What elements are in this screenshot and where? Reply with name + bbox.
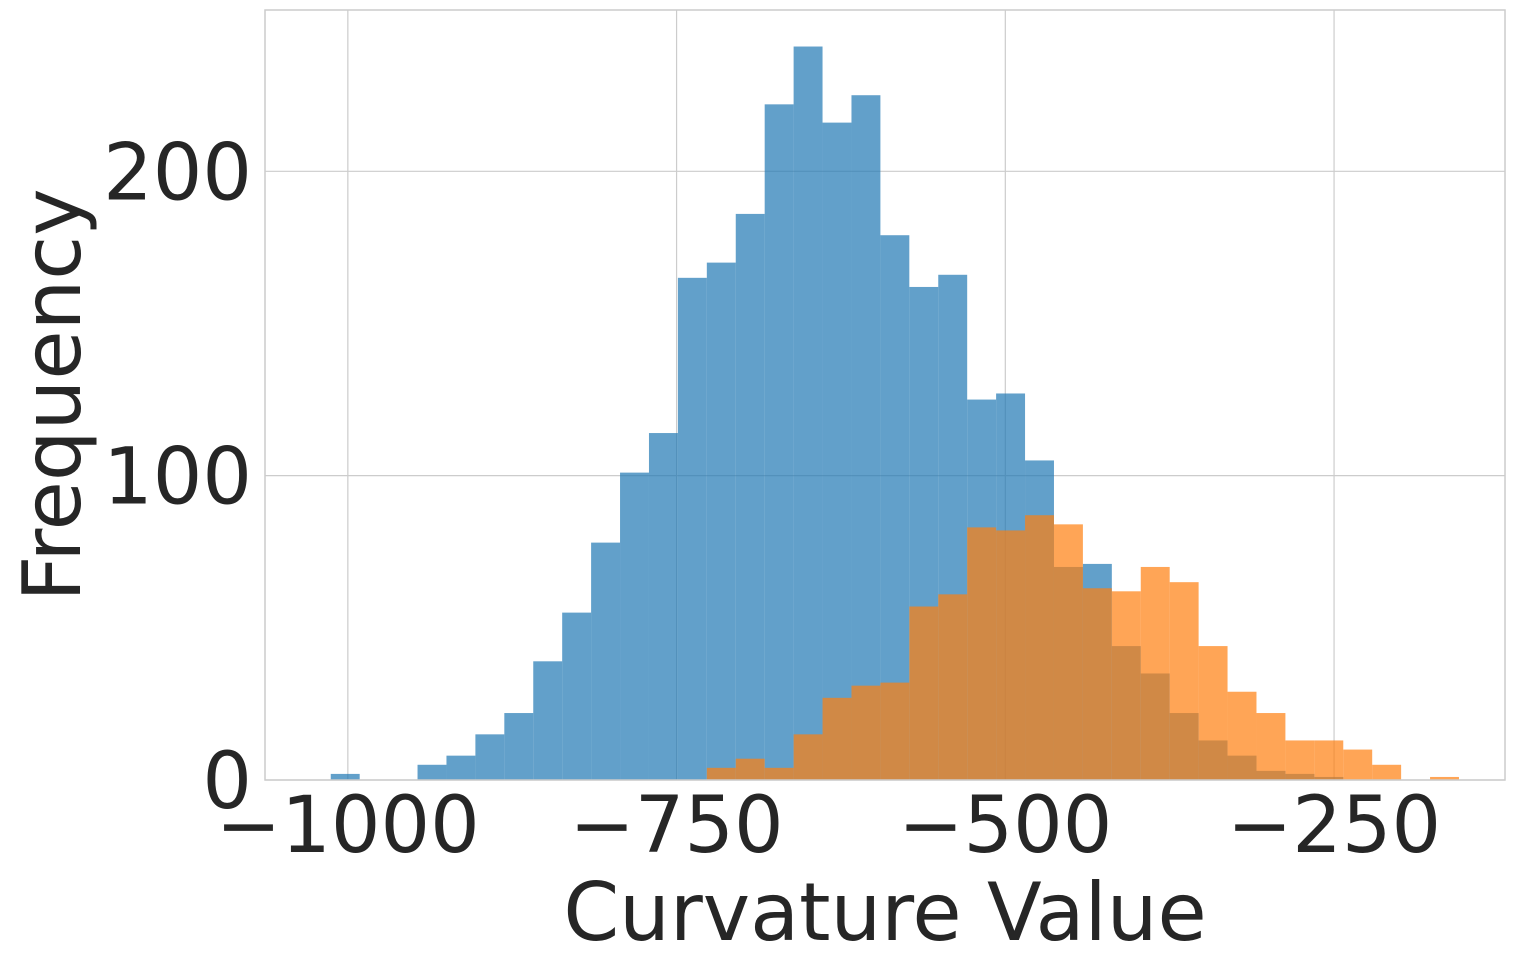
- histogram-bar: [562, 612, 592, 780]
- y-tick-label: 100: [103, 433, 252, 523]
- histogram-bar: [735, 758, 765, 780]
- histogram-bar: [330, 773, 360, 780]
- histogram-bar: [446, 755, 476, 780]
- histogram-bar: [533, 661, 563, 780]
- histogram-bar: [1169, 582, 1199, 780]
- histogram-bar: [1140, 566, 1170, 780]
- histogram-bar: [1111, 591, 1141, 780]
- histogram-bar: [1285, 740, 1315, 780]
- histogram-bar: [735, 213, 765, 781]
- x-axis-label: Curvature Value: [563, 866, 1206, 959]
- histogram-bar: [851, 685, 881, 780]
- histogram-bar: [706, 767, 736, 780]
- histogram-bar: [851, 95, 881, 780]
- histogram-bar: [1343, 749, 1373, 780]
- histogram-bar: [648, 433, 678, 780]
- histogram-bar: [475, 734, 505, 780]
- x-tick-label: −250: [1227, 781, 1441, 871]
- histogram-bar: [591, 542, 621, 780]
- histogram-bar: [1198, 646, 1228, 780]
- y-axis-label: Frequency: [6, 188, 99, 601]
- histogram-bar: [764, 104, 794, 780]
- histogram-bar: [1372, 764, 1402, 780]
- histogram-bar: [793, 734, 823, 780]
- histogram-bar: [822, 122, 852, 780]
- x-tick-labels: −1000 −750 −500 −250: [216, 781, 1441, 871]
- y-tick-label: 0: [202, 737, 252, 827]
- histogram-bar: [793, 46, 823, 781]
- y-tick-label: 200: [103, 128, 252, 218]
- histogram-bar: [1430, 776, 1459, 780]
- histogram-bar: [677, 277, 707, 780]
- histogram-bar: [764, 767, 794, 780]
- x-tick-label: −500: [898, 781, 1112, 871]
- histogram-bar: [1082, 588, 1112, 780]
- histogram-bar: [880, 682, 910, 780]
- histogram-bar: [1053, 524, 1083, 780]
- histogram-bar: [504, 713, 534, 780]
- histogram-bar: [417, 764, 447, 780]
- histogram-bar: [996, 530, 1026, 780]
- histogram-bar: [967, 527, 997, 780]
- histogram-bar: [1256, 713, 1286, 780]
- series-orange-bars: [706, 515, 1459, 780]
- histogram-bar: [620, 472, 649, 780]
- plot-frame: [264, 9, 1506, 781]
- x-tick-label: −1000: [216, 781, 480, 871]
- histogram-bar: [1025, 515, 1054, 780]
- histogram-bar: [938, 594, 968, 780]
- y-tick-labels: 0 100 200: [103, 128, 252, 827]
- histogram-bar: [909, 606, 939, 780]
- x-tick-label: −750: [569, 781, 783, 871]
- histogram-bar: [822, 697, 852, 780]
- histogram-bar: [1227, 691, 1257, 780]
- histogram-bar: [706, 262, 736, 780]
- histogram-bar: [1314, 740, 1344, 780]
